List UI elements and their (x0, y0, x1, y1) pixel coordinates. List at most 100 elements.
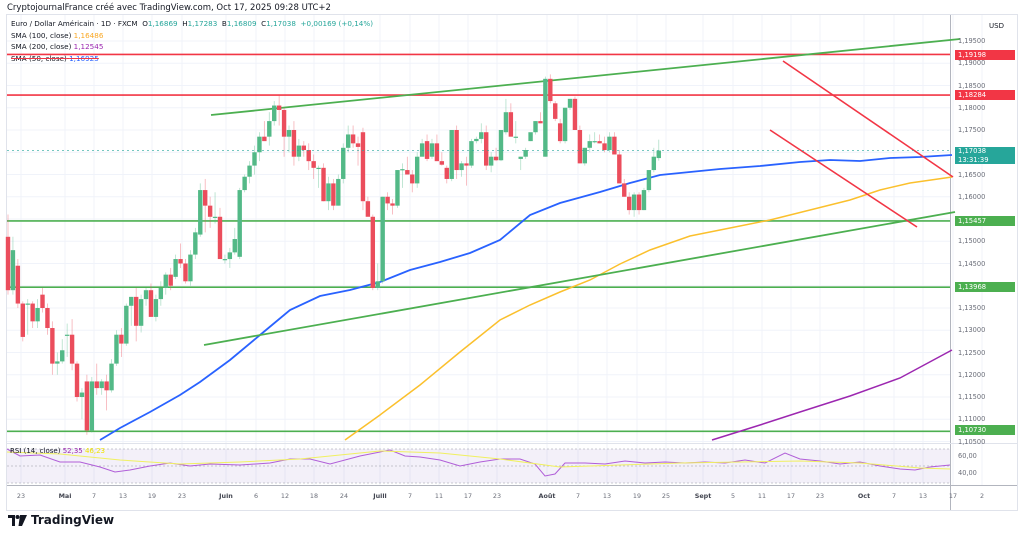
candle-body (626, 196, 632, 211)
candle-body (30, 303, 35, 322)
candle-body (25, 303, 30, 305)
time-tick: 17 (948, 492, 958, 500)
candle-body (493, 156, 499, 161)
time-tick: 7 (575, 492, 581, 500)
candle-body (168, 274, 173, 286)
time-tick: 7 (91, 492, 97, 500)
candle-body (272, 105, 277, 122)
price-tick: 1,11500 (958, 393, 986, 401)
candle-body (227, 252, 233, 260)
candle-body (488, 156, 494, 166)
legend-sma100[interactable]: SMA (100, close) 1,16486 (11, 30, 104, 40)
candle-body (35, 308, 40, 322)
candle-body (641, 190, 647, 211)
candle-body (622, 183, 627, 197)
candle-body (114, 334, 119, 364)
candle-body (424, 141, 430, 159)
candle-body (449, 130, 454, 179)
level-badge-s2: 1,13968 (955, 282, 1015, 292)
candle-body (617, 154, 622, 184)
time-tick: 11 (434, 492, 444, 500)
upper-channel-trendline (210, 38, 961, 116)
candle-body (464, 163, 469, 166)
price-tick: 1,19500 (958, 37, 986, 45)
tradingview-brand[interactable]: TradingView (8, 513, 114, 527)
candle-body (129, 296, 134, 306)
candle-body (74, 363, 80, 397)
time-tick: 2 (979, 492, 985, 500)
candle-body (331, 183, 336, 206)
candle-body (434, 143, 440, 162)
candle-body (528, 132, 533, 142)
rsi-ma-line (6, 450, 951, 470)
candle-body (321, 167, 326, 202)
level-badge-r1: 1,19198 (955, 50, 1015, 60)
candle-body (341, 147, 346, 179)
candle-body (345, 134, 351, 148)
candle-body (543, 78, 548, 157)
legend-high: 1,17283 (187, 19, 218, 28)
candle-body (247, 165, 252, 177)
candle-body (405, 170, 410, 175)
time-tick: Juin (219, 492, 233, 500)
candle-body (143, 290, 149, 300)
candle-body (350, 134, 356, 144)
candle-body (454, 130, 459, 171)
candle-body (311, 161, 316, 168)
falling-wedge-upper-line (782, 60, 954, 178)
candle-body (360, 132, 366, 202)
candle-body (222, 259, 228, 261)
candle-body (513, 136, 518, 138)
candle-body (316, 167, 321, 170)
candle-body (572, 98, 578, 130)
price-tick: 1,18500 (958, 81, 986, 90)
candle-body (84, 381, 90, 431)
time-tick: Mai (58, 492, 72, 500)
candle-body (237, 190, 242, 257)
candle-body (355, 143, 361, 147)
candle-body (64, 334, 70, 336)
candle-body (498, 130, 504, 161)
candle-body (538, 121, 543, 124)
time-tick: Sept (694, 492, 712, 500)
time-tick: 17 (463, 492, 473, 500)
candle-body (474, 138, 479, 142)
candle-body (410, 174, 415, 184)
price-tick: 1,17500 (958, 126, 986, 134)
candle-body (212, 216, 218, 218)
legend-symbol[interactable]: Euro / Dollar Américain · 1D · FXCM (11, 19, 138, 28)
candle-body (40, 294, 45, 308)
candle-body (104, 381, 109, 391)
price-tick: 1,16500 (958, 170, 986, 179)
time-tick: 13 (602, 492, 612, 500)
time-tick: 24 (339, 492, 349, 500)
currency-label[interactable]: USD (989, 22, 1004, 30)
candle-body (656, 150, 661, 159)
candle-body (400, 169, 405, 171)
candle-body (636, 194, 642, 211)
time-tick: 19 (632, 492, 642, 500)
candle-body (577, 130, 583, 164)
legend-change: +0,00169 (+0,14%) (300, 19, 374, 28)
rsi-legend[interactable]: RSI (14, close) 52,35 46,23 (10, 447, 106, 455)
candle-body (252, 152, 257, 166)
candle-body (119, 334, 124, 344)
legend-sma200[interactable]: SMA (200, close) 1,12545 (11, 42, 104, 51)
legend-low: 1,16809 (226, 19, 257, 28)
candle-body (375, 281, 380, 288)
candle-body (50, 328, 55, 364)
candle-body (582, 147, 588, 164)
chart-legend: Euro / Dollar Américain · 1D · FXCM O1,1… (11, 18, 373, 64)
price-tick: 1,18000 (958, 103, 986, 112)
candle-body (587, 141, 592, 148)
time-tick: 7 (891, 492, 897, 500)
candle-body (94, 381, 99, 389)
candle-body (479, 132, 484, 139)
candle-body (153, 299, 159, 317)
candle-body (646, 170, 652, 191)
candle-body (183, 263, 188, 282)
candle-body (10, 250, 16, 291)
candle-body (15, 265, 21, 304)
legend-sma50[interactable]: SMA (50, close) 1,16925 (11, 53, 99, 63)
